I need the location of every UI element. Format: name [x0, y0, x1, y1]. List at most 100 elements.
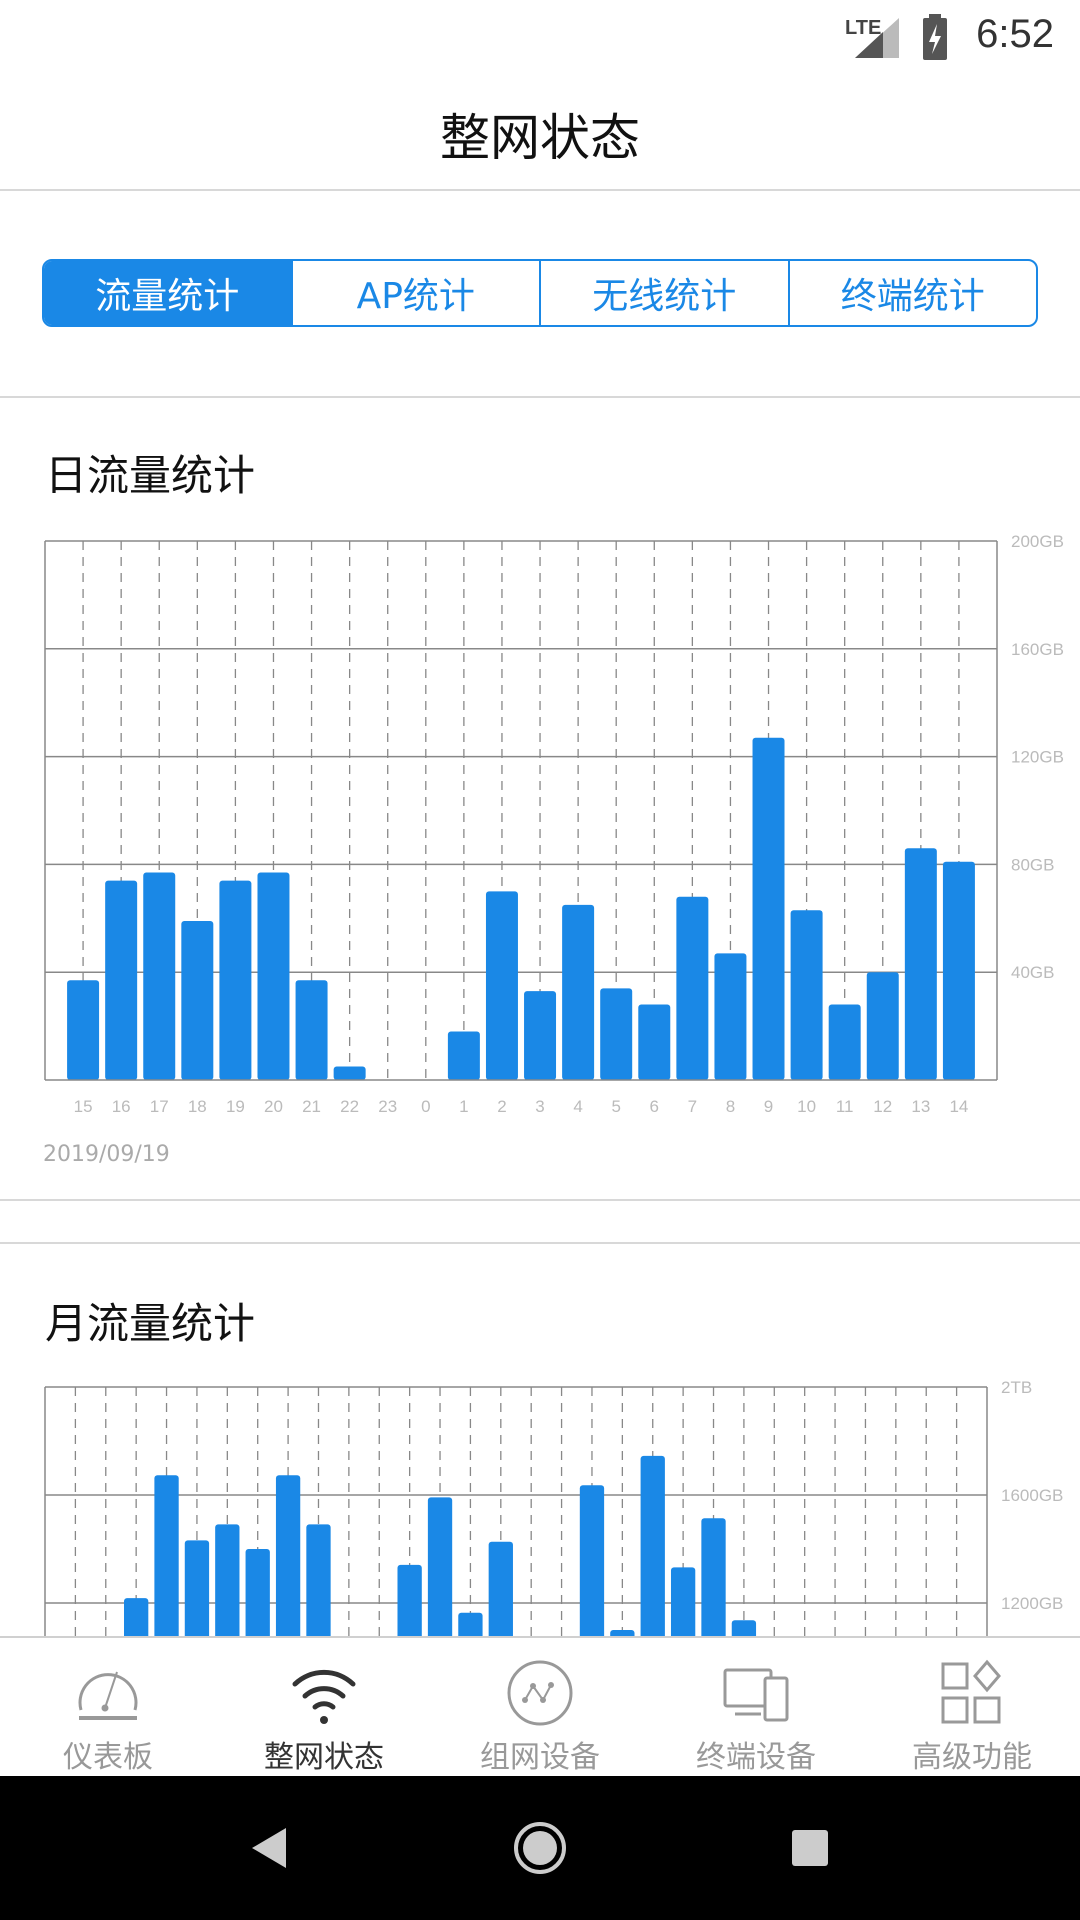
recents-button[interactable]: [790, 1828, 830, 1868]
bar: [458, 1612, 483, 1636]
nav-dashboard[interactable]: 仪表板: [0, 1638, 216, 1776]
battery-charging-icon: [923, 14, 947, 60]
x-tick-label: 19: [226, 1097, 245, 1116]
dashboard-gauge-icon: [78, 1671, 138, 1720]
terminal-devices-icon: [723, 1668, 789, 1722]
bar: [562, 904, 595, 1080]
bar: [219, 880, 252, 1080]
x-tick-label: 12: [873, 1097, 892, 1116]
tab-terminal-stats[interactable]: 终端统计: [787, 261, 1037, 325]
y-tick-label: 40GB: [1011, 963, 1054, 982]
x-tick-label: 22: [340, 1097, 359, 1116]
bar: [640, 1455, 665, 1636]
bar: [105, 880, 138, 1080]
tab-ap-stats[interactable]: AP统计: [290, 261, 540, 325]
nav-label: 组网设备: [480, 1740, 600, 1775]
y-tick-label: 200GB: [1011, 532, 1064, 551]
daily-traffic-title: 日流量统计: [45, 451, 256, 500]
bar: [154, 1475, 179, 1636]
tab-traffic-stats[interactable]: 流量统计: [44, 261, 291, 325]
bar: [184, 1540, 210, 1636]
x-tick-label: 14: [949, 1097, 968, 1116]
home-button[interactable]: [512, 1820, 568, 1876]
bar: [904, 848, 937, 1080]
bar: [638, 1004, 671, 1080]
divider: [0, 396, 1080, 398]
nav-advanced-features[interactable]: 高级功能: [864, 1638, 1080, 1776]
x-tick-label: 11: [836, 1097, 854, 1116]
bar: [790, 910, 823, 1080]
nav-label: 仪表板: [63, 1740, 153, 1775]
monthly-traffic-chart: 1200GB 1600GB 2TB: [44, 1378, 1063, 1636]
divider: [0, 189, 1080, 191]
y-tick-label: 80GB: [1011, 855, 1054, 874]
divider: [0, 1242, 1080, 1244]
bar: [245, 1549, 270, 1636]
x-tick-label: 6: [650, 1097, 659, 1116]
bar: [427, 1497, 453, 1636]
back-button[interactable]: [248, 1826, 292, 1870]
bar: [488, 1541, 513, 1636]
x-tick-label: 8: [726, 1097, 735, 1116]
bar: [701, 1518, 726, 1636]
x-tick-label: 1: [459, 1097, 468, 1116]
bar: [676, 896, 709, 1080]
bar: [670, 1567, 696, 1636]
status-time: 6:52: [976, 12, 1054, 56]
bar: [143, 872, 176, 1080]
bar: [752, 737, 785, 1080]
page-title: 整网状态: [440, 109, 640, 167]
y-tick-label: 120GB: [1011, 748, 1064, 767]
bottom-nav: 仪表板 整网状态 组网设备 终端设备 高级功能: [0, 1636, 1080, 1776]
nav-network-devices[interactable]: 组网设备: [432, 1638, 648, 1776]
bar: [731, 1620, 757, 1636]
bar: [524, 991, 557, 1080]
bar: [306, 1524, 331, 1636]
x-tick-label: 18: [188, 1097, 207, 1116]
stats-tabs: 流量统计 AP统计 无线统计 终端统计: [42, 259, 1038, 327]
bar: [828, 1004, 861, 1080]
advanced-apps-icon: [941, 1659, 1001, 1724]
bar: [257, 872, 290, 1080]
system-nav-bar: [0, 1776, 1080, 1920]
x-tick-label: 17: [150, 1097, 169, 1116]
bar: [397, 1564, 422, 1636]
bar: [124, 1598, 149, 1636]
y-tick-label: 160GB: [1011, 640, 1064, 659]
nav-terminal-devices[interactable]: 终端设备: [648, 1638, 864, 1776]
y-tick-label: 1600GB: [1001, 1486, 1063, 1505]
bar: [579, 1485, 605, 1636]
x-tick-label: 0: [421, 1097, 430, 1116]
x-tick-label: 5: [611, 1097, 620, 1116]
x-tick-label: 9: [764, 1097, 773, 1116]
wifi-icon: [292, 1669, 356, 1724]
bar: [942, 861, 975, 1080]
y-tick-label: 1200GB: [1001, 1594, 1063, 1613]
bar: [333, 1066, 366, 1080]
bar: [275, 1475, 301, 1636]
bar: [295, 980, 328, 1080]
x-tick-label: 4: [573, 1097, 582, 1116]
monthly-traffic-title: 月流量统计: [45, 1299, 256, 1348]
bar: [600, 988, 633, 1080]
bar: [67, 980, 100, 1080]
nav-network-status[interactable]: 整网状态: [216, 1638, 432, 1776]
y-tick-label: 2TB: [1001, 1378, 1032, 1397]
x-tick-label: 20: [264, 1097, 283, 1116]
x-tick-label: 13: [911, 1097, 930, 1116]
bar: [181, 920, 214, 1080]
x-tick-label: 16: [112, 1097, 131, 1116]
divider: [0, 1199, 1080, 1201]
network-device-icon: [507, 1660, 573, 1726]
x-tick-label: 10: [797, 1097, 816, 1116]
x-tick-label: 21: [302, 1097, 321, 1116]
tab-wireless-stats[interactable]: 无线统计: [539, 261, 788, 325]
bar: [215, 1524, 240, 1636]
chart-date: 2019/09/19: [43, 1142, 170, 1167]
x-tick-label: 3: [535, 1097, 544, 1116]
nav-label: 高级功能: [912, 1740, 1032, 1775]
lte-signal-icon: LTE: [845, 17, 899, 58]
bar: [610, 1630, 635, 1636]
nav-label: 终端设备: [696, 1740, 816, 1775]
